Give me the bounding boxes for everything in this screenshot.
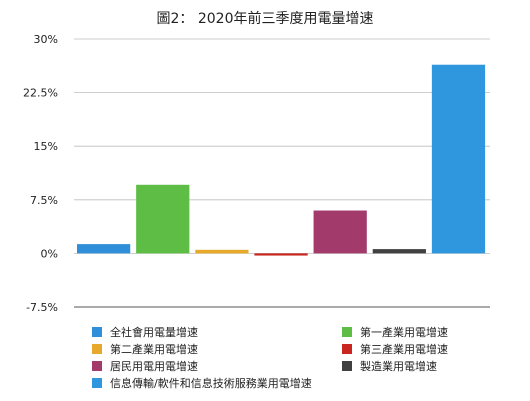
- legend-swatch: [342, 326, 352, 337]
- legend-swatch: [92, 343, 102, 354]
- legend-swatch: [92, 326, 102, 337]
- bar: [313, 210, 367, 254]
- legend-swatch: [342, 360, 352, 371]
- legend-label: 第三產業用電增速: [360, 342, 448, 356]
- bar: [77, 244, 131, 254]
- y-tick-label: -7.5%: [26, 301, 58, 314]
- legend-item-secondary: 第二產業用電增速: [92, 341, 342, 356]
- legend-swatch: [342, 343, 352, 354]
- bar: [254, 253, 308, 256]
- bar: [136, 184, 190, 254]
- legend-item-manufacturing: 製造業用電增速: [342, 358, 502, 373]
- legend-label: 製造業用電增速: [360, 359, 437, 373]
- chart-title: 圖2： 2020年前三季度用電量增速: [156, 11, 374, 27]
- legend-swatch: [92, 377, 102, 388]
- legend-label: 居民用電用電增速: [110, 359, 198, 373]
- legend-label: 第二產業用電增速: [110, 342, 198, 356]
- bar: [372, 249, 426, 254]
- bar: [195, 249, 249, 254]
- legend-item-primary: 第一產業用電增速: [342, 324, 502, 339]
- legend-item-tertiary: 第三產業用電增速: [342, 341, 502, 356]
- legend-label: 第一產業用電增速: [360, 325, 448, 339]
- y-tick-label: 30%: [34, 33, 58, 46]
- y-tick-label: 22.5%: [23, 87, 58, 100]
- legend-label: 信息傳輸/軟件和信息技術服務業用電增速: [110, 376, 312, 390]
- legend-swatch: [92, 360, 102, 371]
- legend-item-it-services: 信息傳輸/軟件和信息技術服務業用電增速: [92, 375, 502, 390]
- y-tick-label: 0%: [41, 247, 58, 260]
- legend-item-total: 全社會用電量增速: [92, 324, 342, 339]
- y-tick-label: 15%: [34, 140, 58, 153]
- bar: [431, 64, 486, 254]
- chart-legend: 全社會用電量增速 第一產業用電增速 第二產業用電增速 第三產業用電增速 居民用電…: [92, 324, 512, 390]
- legend-item-residential: 居民用電用電增速: [92, 358, 342, 373]
- y-tick-label: 7.5%: [30, 194, 58, 207]
- legend-label: 全社會用電量增速: [110, 325, 198, 339]
